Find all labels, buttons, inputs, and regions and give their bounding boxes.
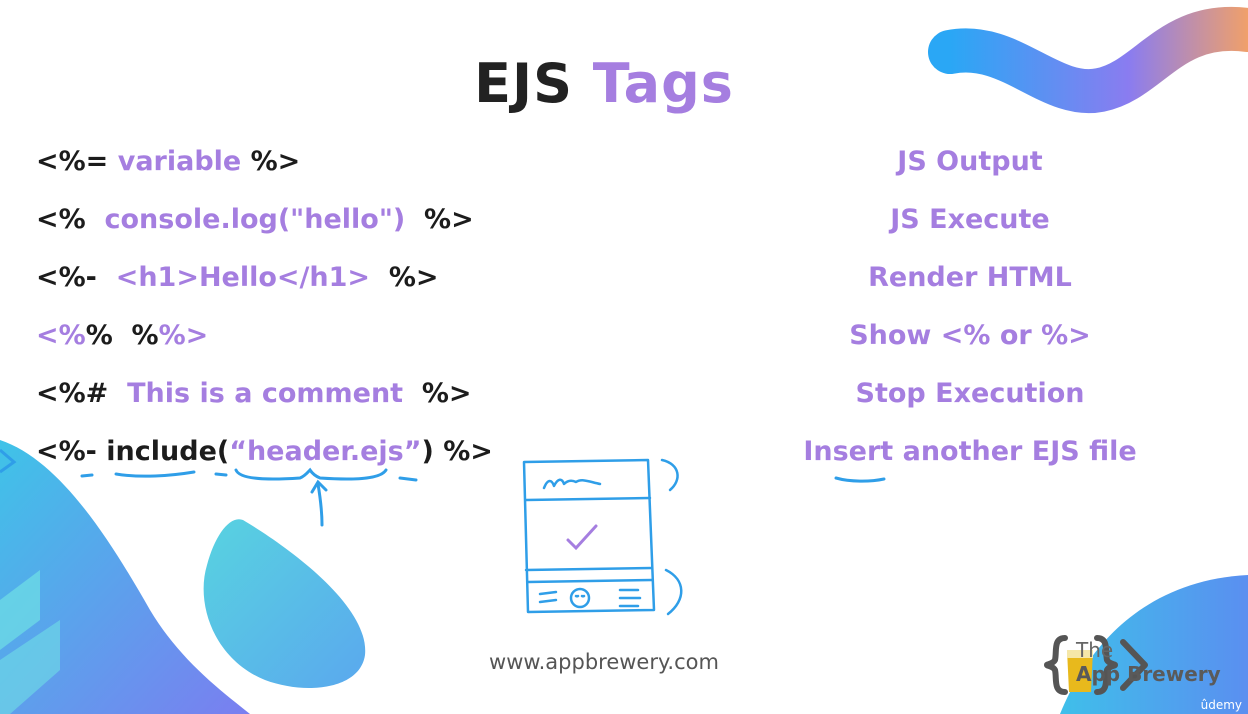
tag-open: <%= [36, 146, 109, 177]
tag-open: <%# [36, 378, 118, 409]
tag-row-execute: <% console.log("hello") %> [36, 204, 474, 235]
tag-open: <% [36, 320, 86, 351]
tag-row-escape: <%% %%> [36, 320, 208, 351]
left-wave-decoration [0, 440, 250, 714]
include-underline-annotation [80, 467, 418, 527]
tag-content: variable [108, 146, 251, 177]
tag-row-render: <%- <h1>Hello</h1> %> [36, 262, 439, 293]
title-main: EJS [474, 52, 573, 115]
tag-close: %> [414, 204, 474, 235]
logo-text-line1: The [1076, 638, 1114, 662]
tag-content: <h1>Hello</h1> [106, 262, 380, 293]
desc-render: Render HTML [868, 262, 1072, 293]
udemy-watermark: ûdemy [1200, 698, 1242, 712]
tag-close: %> [379, 262, 439, 293]
tag-row-include: <%- include(“header.ejs”) %> [36, 436, 493, 467]
tag-close: %> [158, 320, 209, 351]
tag-close: %> [412, 378, 472, 409]
tag-open: <% [36, 204, 96, 235]
tag-content: console.log("hello") [95, 204, 415, 235]
tag-content: % % [85, 320, 159, 351]
footer-url: www.appbrewery.com [489, 650, 719, 674]
desc-execute: JS Execute [890, 204, 1050, 235]
page-layout-sketch [522, 458, 683, 616]
tag-close: %> [250, 146, 301, 177]
insert-underline-annotation [834, 476, 886, 483]
tag-content: “header.ejs” [229, 436, 422, 467]
blob-decoration [203, 519, 366, 688]
tag-open: <%- [36, 262, 107, 293]
desc-escape: Show <% or %> [849, 320, 1091, 351]
desc-comment: Stop Execution [855, 378, 1085, 409]
tag-row-output: <%= variable %> [36, 146, 300, 177]
desc-output: JS Output [897, 146, 1043, 177]
tag-close: ) %> [421, 436, 493, 467]
app-brewery-logo-icon [1043, 635, 1148, 695]
slide-title: EJS Tags [0, 52, 1208, 115]
logo-text-line2: App Brewery [1076, 662, 1221, 686]
title-accent: Tags [592, 52, 734, 115]
wave-decoration [928, 6, 1248, 114]
desc-include: Insert another EJS file [803, 436, 1137, 467]
tag-row-comment: <%# This is a comment %> [36, 378, 472, 409]
tag-content: This is a comment [117, 378, 413, 409]
tag-open: <%- include( [36, 436, 230, 467]
